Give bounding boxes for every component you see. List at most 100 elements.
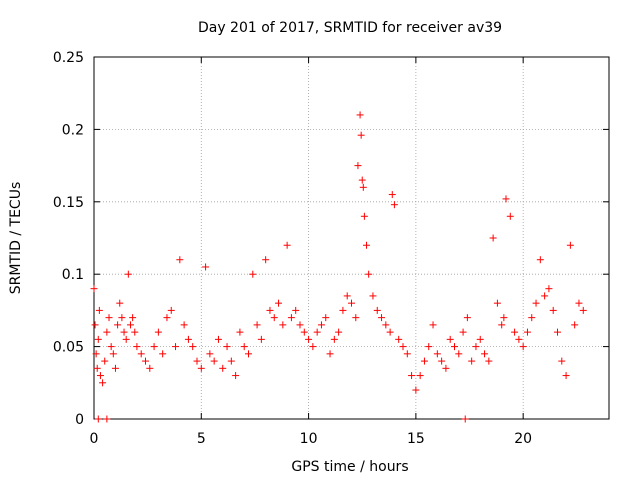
data-point	[300, 328, 308, 336]
data-point	[485, 357, 493, 365]
y-axis-label: SRMTID / TECUs	[8, 182, 24, 295]
data-point	[335, 328, 343, 336]
data-point	[122, 335, 130, 343]
y-tick-label: 0.1	[62, 267, 84, 283]
data-point	[519, 343, 527, 351]
data-point	[532, 299, 540, 307]
data-point	[472, 343, 480, 351]
ticks	[93, 56, 609, 420]
data-point	[330, 335, 338, 343]
data-point	[176, 256, 184, 264]
data-point	[459, 328, 467, 336]
data-point	[455, 350, 463, 358]
data-point	[105, 314, 113, 322]
data-point	[359, 183, 367, 191]
data-point	[103, 328, 111, 336]
data-point	[395, 335, 403, 343]
data-point	[279, 321, 287, 329]
data-point	[309, 343, 317, 351]
data-point	[167, 306, 175, 314]
data-point	[528, 314, 536, 322]
data-point	[506, 212, 514, 220]
data-point	[249, 270, 257, 278]
data-point	[118, 314, 126, 322]
data-point	[373, 306, 381, 314]
data-point	[541, 292, 549, 300]
data-point	[420, 357, 428, 365]
data-point	[292, 306, 300, 314]
data-point	[356, 111, 364, 119]
data-point	[386, 328, 394, 336]
data-point	[500, 314, 508, 322]
data-point	[493, 299, 501, 307]
data-point	[562, 372, 570, 380]
data-point	[92, 350, 100, 358]
data-point	[468, 357, 476, 365]
x-tick-label: 15	[407, 431, 425, 447]
data-point	[322, 314, 330, 322]
y-tick-label: 0.25	[53, 50, 84, 66]
data-point	[305, 335, 313, 343]
data-point	[566, 241, 574, 249]
x-tick-labels: 0 5 10 15 20	[90, 431, 533, 447]
data-point	[210, 357, 218, 365]
data-point	[365, 270, 373, 278]
data-point	[358, 176, 366, 184]
data-point	[515, 335, 523, 343]
data-point	[129, 314, 137, 322]
data-point	[369, 292, 377, 300]
data-point	[257, 335, 265, 343]
y-tick-label: 0.05	[53, 340, 84, 356]
data-point	[275, 299, 283, 307]
data-point	[511, 328, 519, 336]
data-point	[94, 335, 102, 343]
data-point	[296, 321, 304, 329]
data-point	[498, 321, 506, 329]
data-points	[90, 111, 587, 423]
data-point	[549, 306, 557, 314]
data-point	[442, 364, 450, 372]
data-point	[202, 263, 210, 271]
data-point	[451, 343, 458, 351]
data-point	[93, 364, 101, 372]
data-point	[219, 364, 227, 372]
data-point	[159, 350, 167, 358]
data-point	[357, 131, 365, 139]
data-point	[425, 343, 433, 351]
data-point	[116, 299, 124, 307]
data-point	[575, 299, 583, 307]
data-point	[137, 350, 145, 358]
data-point	[96, 372, 104, 380]
data-point	[326, 350, 334, 358]
data-point	[523, 328, 531, 336]
data-point	[126, 321, 134, 329]
data-point	[270, 314, 278, 322]
data-point	[571, 321, 579, 329]
x-tick-label: 5	[197, 431, 206, 447]
data-point	[131, 328, 139, 336]
data-point	[388, 191, 396, 199]
data-point	[429, 321, 437, 329]
data-point	[433, 350, 441, 358]
data-point	[382, 321, 390, 329]
x-tick-label: 0	[90, 431, 99, 447]
data-point	[150, 343, 158, 351]
data-point	[489, 234, 497, 242]
data-point	[352, 314, 360, 322]
plot-frame	[93, 56, 610, 420]
data-point	[236, 328, 244, 336]
data-point	[502, 195, 510, 203]
data-point	[232, 372, 240, 380]
data-point	[403, 350, 411, 358]
data-point	[91, 321, 99, 329]
y-tick-labels: 0 0.05 0.1 0.15 0.2 0.25	[53, 50, 84, 428]
data-point	[262, 256, 270, 264]
data-point	[94, 415, 102, 423]
data-point	[197, 364, 205, 372]
data-point	[99, 379, 107, 387]
data-point	[348, 299, 355, 307]
data-point	[378, 314, 386, 322]
data-point	[172, 343, 180, 351]
data-point	[313, 328, 321, 336]
data-point	[536, 256, 544, 264]
